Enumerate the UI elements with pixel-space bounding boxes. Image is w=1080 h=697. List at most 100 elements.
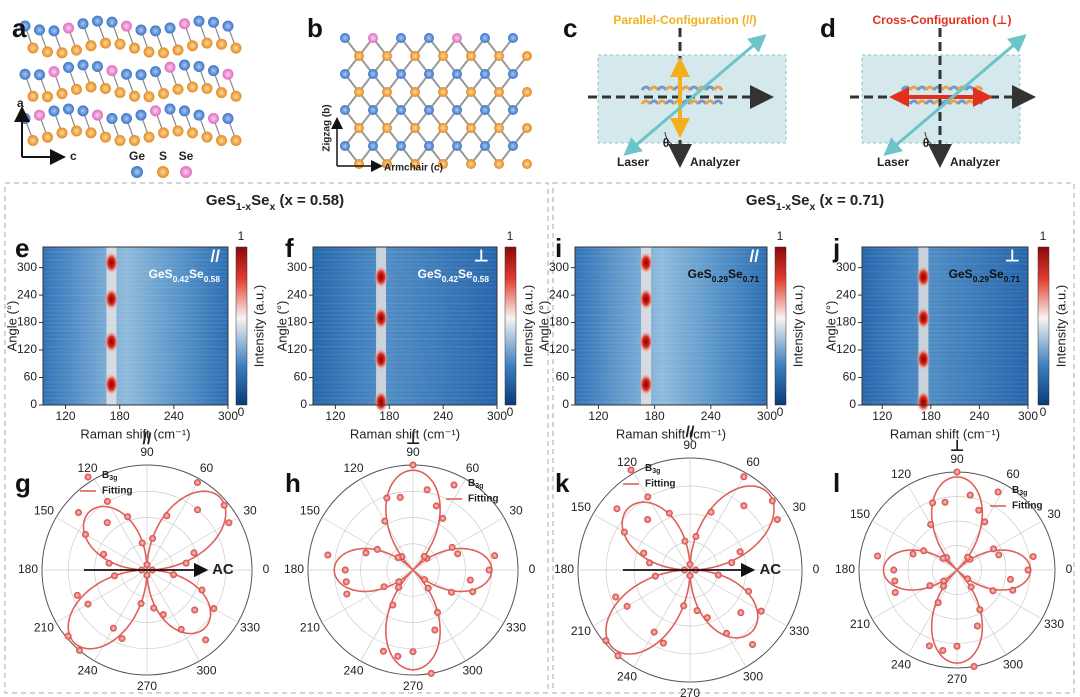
heatmap-texture [575,322,767,325]
atom [522,51,532,61]
atom [129,90,140,102]
data-dot [379,647,387,655]
heatmap-texture [313,373,497,376]
heatmap-texture [313,290,497,293]
legend-ball [131,166,143,178]
angle-tick-label: 0 [813,562,820,576]
angle-tick-label: 330 [506,621,526,635]
panel-letter: b [307,13,323,43]
heatmap-texture [43,393,228,396]
data-dot [967,583,975,591]
atom [34,69,45,81]
atom [56,47,68,59]
heatmap-texture [313,258,497,261]
data-dot [909,550,917,558]
axis-label: Zigzag (b) [322,104,333,151]
heatmap-texture [862,266,1028,269]
atom [158,88,169,100]
atom [164,61,176,73]
angle-tick-label: 210 [850,617,870,631]
colorbar [1037,246,1050,406]
atom [164,22,176,34]
atom [201,37,213,49]
axis-label: Armchair (c) [384,163,443,174]
heatmap-texture [575,266,767,269]
ac-label: AC [212,561,234,578]
heatmap-texture [575,306,767,309]
colorbar-title: Intensity (a.u.) [251,285,266,367]
panel-letter: g [15,468,31,498]
data-dot [953,468,961,476]
data-dot [182,559,190,567]
heatmap-texture [575,318,767,321]
atom [230,90,242,102]
polar-spoke [146,569,200,662]
text-part: GeS [418,267,442,281]
heatmap-texture [43,262,228,265]
data-dot [109,624,117,632]
polar-spoke [871,520,958,571]
data-dot [953,642,961,650]
data-dot [939,554,947,562]
data-dot [665,509,673,517]
heatmap-texture [313,345,497,348]
group-title: GeS1-xSex (x = 0.71) [746,192,884,213]
angle-tick-label: 300 [1003,657,1023,671]
data-dot [485,566,493,574]
angle-tick-label: 330 [240,621,260,635]
x-axis-label: Raman shift (cm⁻¹) [616,426,726,441]
data-dot [964,553,972,561]
laser-arrow [883,34,1027,156]
heatmap-texture [575,314,767,317]
data-dot [143,571,151,579]
y-tick-label: 300 [17,260,37,274]
atom [121,113,132,125]
atom [508,141,518,151]
data-dot [740,502,748,510]
atom [222,112,234,124]
y-axis-label: Angle (°) [274,301,289,352]
colorbar [235,246,248,406]
angle-tick-label: 0 [263,562,270,576]
angle-tick-label: 150 [571,500,591,514]
heatmap-texture [575,270,767,273]
atom [100,131,111,143]
atom [27,42,39,54]
heatmap-texture [313,333,497,336]
heatmap-texture [313,397,497,400]
data-dot [644,493,652,501]
polar-spoke [412,569,505,623]
plot-frame [574,246,768,406]
atom [396,33,406,43]
x-tick-label: 120 [56,409,76,423]
legend-ball [157,166,169,178]
mode-symbol: // [143,431,152,448]
y-tick-label: 120 [287,342,307,356]
heatmap-texture [313,282,497,285]
heatmap-texture [43,250,228,253]
atom [368,33,378,43]
atom [466,159,476,169]
angle-tick-label: 300 [196,663,216,677]
atom [42,46,53,58]
data-dot [395,578,403,586]
heatmap-texture [862,278,1028,281]
angle-tick-label: 330 [789,624,809,638]
legend-text: Fitting [102,486,133,497]
atom [114,38,126,50]
angle-arc [664,131,681,149]
colorbar-label: 0 [507,405,514,419]
data-dot [920,547,928,555]
data-dot [966,491,974,499]
y-tick-label: 60 [24,370,38,384]
text-part: 1-x [236,201,251,213]
panel-letter: h [285,468,301,498]
polar-spoke [592,513,691,571]
heatmap-texture [575,286,767,289]
polar-spoke [146,478,200,571]
data-dot [394,553,402,561]
heatmap-texture [862,290,1028,293]
heatmap-texture [43,341,228,344]
atom [494,51,504,61]
y-tick-label: 120 [17,342,37,356]
